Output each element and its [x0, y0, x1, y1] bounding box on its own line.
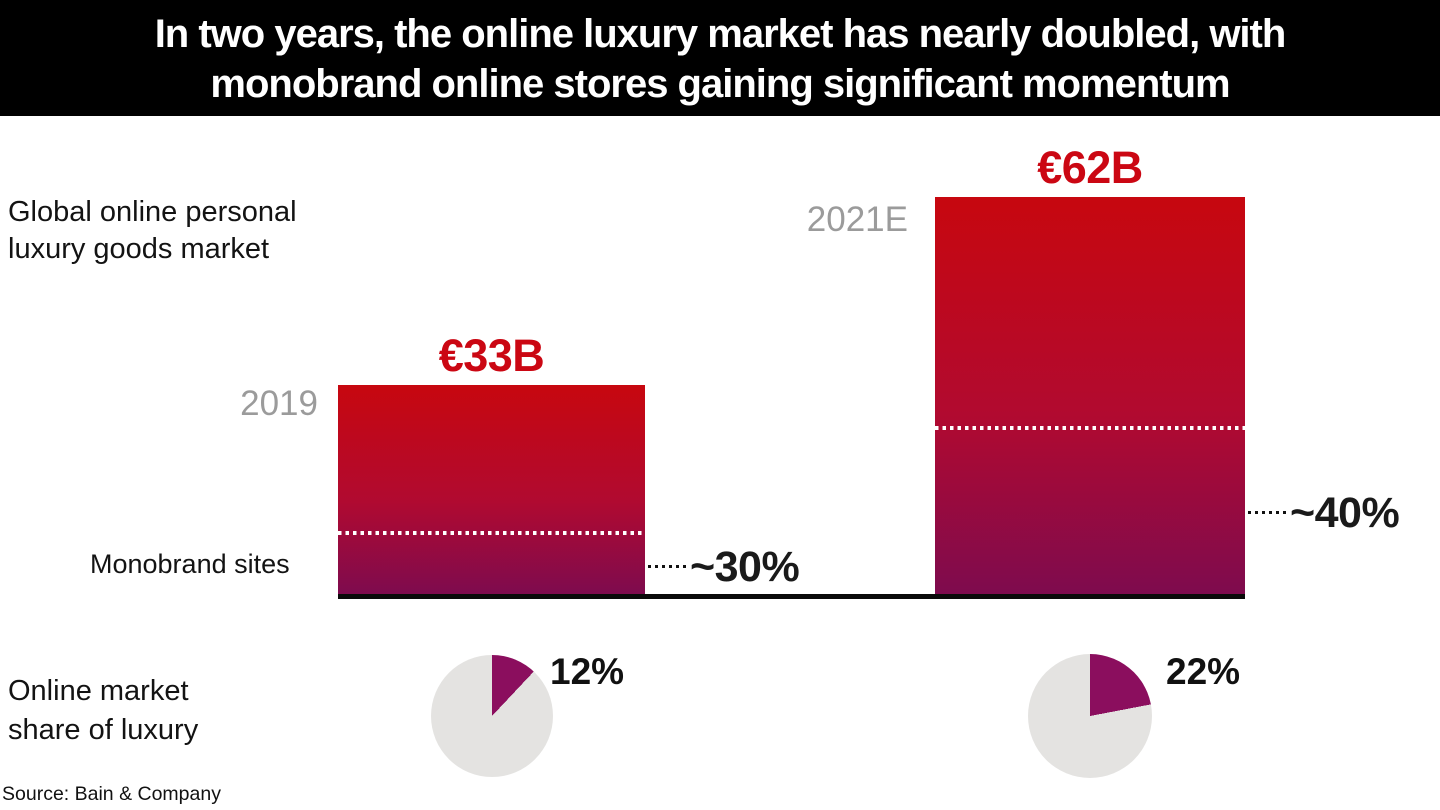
leader-line-40pct: [1248, 511, 1286, 514]
title-line-1: In two years, the online luxury market h…: [154, 12, 1287, 56]
title-line-2: monobrand online stores gaining signific…: [210, 62, 1230, 106]
chart-series-label: Global online personal luxury goods mark…: [8, 194, 297, 268]
chart-baseline: [338, 594, 1245, 599]
bar-2019: [338, 385, 645, 594]
pie-series-label-line-2: share of luxury: [8, 714, 199, 746]
pie-chart-2019: [431, 655, 553, 777]
monobrand-share-2021e: ~40%: [1290, 489, 1400, 537]
leader-line-30pct: [648, 565, 686, 568]
monobrand-split-line-2021e: [935, 426, 1245, 430]
year-label-2019: 2019: [240, 384, 318, 423]
bar-2021e: [935, 197, 1245, 594]
year-label-2021e: 2021E: [806, 200, 908, 239]
pie-value-2021e: 22%: [1166, 651, 1241, 692]
bar-value-2021e: €62B: [1037, 142, 1143, 193]
monobrand-sites-label: Monobrand sites: [90, 549, 290, 579]
monobrand-split-line-2019: [338, 531, 645, 535]
title-banner: In two years, the online luxury market h…: [0, 0, 1440, 116]
monobrand-share-2019: ~30%: [690, 543, 800, 591]
source-attribution: Source: Bain & Company: [2, 783, 221, 805]
chart-series-label-line-1: Global online personal: [8, 196, 297, 228]
pie-series-label-line-1: Online market: [8, 675, 189, 707]
pie-value-2019: 12%: [550, 651, 625, 692]
pie-series-label: Online market share of luxury: [8, 672, 198, 750]
pie-chart-2021e: [1028, 654, 1152, 778]
chart-series-label-line-2: luxury goods market: [8, 233, 270, 265]
bar-value-2019: €33B: [438, 330, 545, 381]
